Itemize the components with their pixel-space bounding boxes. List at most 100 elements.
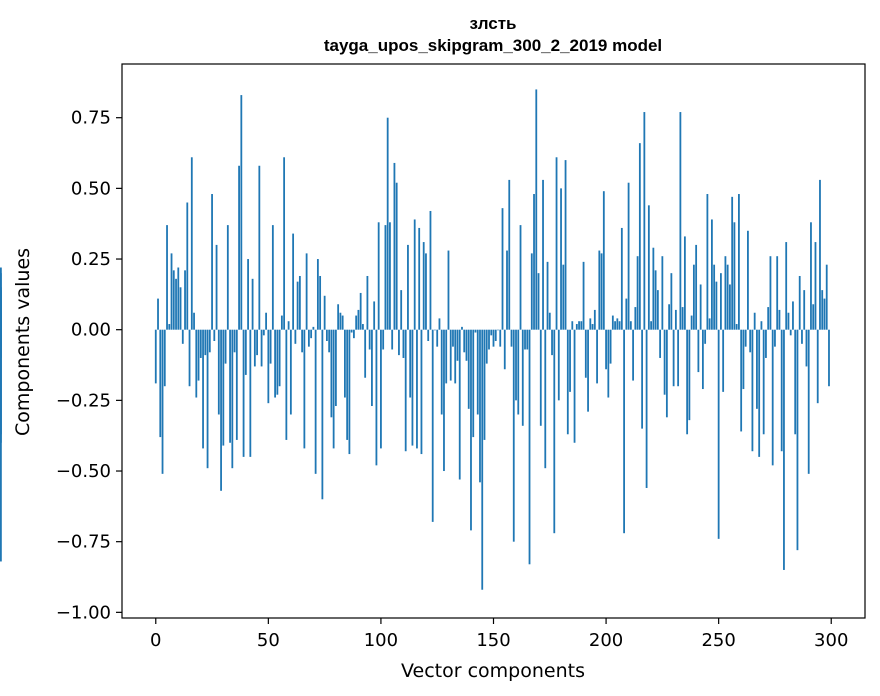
bar-229 (670, 273, 673, 330)
bar-55 (278, 329, 281, 387)
bar-194 (591, 324, 594, 330)
bar-99 (377, 222, 380, 330)
bar-274 (771, 329, 774, 466)
bar-74 (321, 329, 324, 500)
bar-164 (524, 329, 526, 350)
bar-210 (627, 182, 630, 330)
bar-66 (303, 329, 306, 449)
bar-0 (154, 329, 157, 384)
bar-224 (659, 329, 662, 358)
x-axis-label: Vector components (401, 660, 585, 682)
bar-246 (708, 318, 711, 330)
bar-227 (665, 329, 668, 418)
bar-177 (553, 329, 556, 534)
y-tick-label: −0.25 (56, 390, 111, 411)
bar-136 (461, 326, 463, 330)
bar-151 (494, 329, 497, 341)
bar-241 (697, 329, 700, 373)
y-tick-label: −1.00 (56, 602, 111, 623)
bar-59 (287, 321, 290, 330)
bar-218 (645, 329, 648, 488)
x-tick-label: 100 (364, 630, 398, 651)
bar-92 (362, 324, 364, 330)
bar-24 (208, 329, 211, 353)
bar-266 (753, 312, 756, 330)
bars-group (0, 89, 830, 590)
bar-105 (391, 329, 394, 350)
bar-234 (681, 307, 684, 330)
bar-195 (593, 309, 596, 330)
bar-32 (226, 225, 229, 330)
bar-269 (760, 321, 763, 330)
bar-129 (445, 329, 448, 384)
bar-131 (449, 329, 452, 381)
bar-231 (674, 309, 677, 330)
bar-294 (816, 329, 819, 404)
bar-47 (260, 329, 263, 367)
bar-216 (641, 329, 643, 429)
chart-subtitle: tayga_upos_skipgram_300_2_2019 model (324, 36, 662, 55)
bar-91 (359, 292, 362, 330)
bar-272 (767, 307, 770, 330)
bar-2 (159, 329, 162, 438)
bar-263 (747, 230, 749, 330)
bar-111 (404, 329, 407, 452)
bar-297 (823, 298, 826, 330)
bar-208 (623, 329, 625, 534)
bar-184 (569, 329, 571, 392)
bar-153 (499, 329, 502, 347)
bar-214 (636, 256, 639, 330)
bar-206 (618, 321, 621, 330)
bar-291 (810, 222, 812, 330)
bar-85 (346, 329, 349, 440)
bar-172 (542, 179, 544, 330)
bar-137 (463, 329, 466, 353)
bar-102 (384, 225, 387, 330)
bar-175 (548, 312, 551, 330)
bar-253 (724, 256, 727, 330)
bar-23 (206, 329, 209, 469)
bar-73 (319, 275, 322, 330)
bar-40 (244, 329, 247, 375)
x-tick-label: 200 (589, 630, 623, 651)
bar-277 (778, 309, 781, 330)
bar-8 (172, 270, 175, 330)
bar-93 (364, 329, 367, 378)
bar-82 (339, 312, 342, 330)
bar-141 (472, 329, 475, 438)
bar-53 (274, 329, 276, 398)
bar-252 (722, 329, 725, 392)
bar-276 (776, 256, 779, 330)
x-tick-label: 300 (814, 630, 848, 651)
bar-42 (249, 329, 252, 457)
bar-205 (616, 318, 619, 330)
bar-12 (181, 329, 184, 344)
bar-163 (521, 329, 524, 426)
bar-133 (454, 329, 457, 384)
bar-262 (744, 329, 747, 347)
bar-176 (551, 329, 553, 356)
bar-117 (418, 227, 421, 330)
bar-135 (458, 329, 461, 480)
y-axis-ticks: −1.00 −0.75 −0.50 −0.25 0.00 0.25 0.50 0.75 (56, 108, 122, 623)
bar-161 (517, 329, 520, 415)
bar-20 (199, 329, 202, 358)
bar-84 (344, 329, 346, 398)
bar-243 (701, 329, 704, 390)
bar-220 (650, 321, 653, 330)
bar-290 (807, 329, 810, 474)
bar-110 (402, 329, 405, 358)
bar-77 (328, 329, 331, 353)
bar-212 (632, 329, 634, 381)
bar-29 (220, 329, 222, 491)
bar-182 (564, 160, 567, 330)
bar-249 (715, 281, 718, 330)
bar-127 (440, 329, 443, 415)
bar-68 (307, 329, 310, 347)
bar-193 (589, 318, 592, 330)
bar-106 (393, 162, 396, 330)
bar-140 (470, 329, 472, 531)
bar-289 (805, 329, 808, 367)
bar-17 (193, 312, 195, 330)
